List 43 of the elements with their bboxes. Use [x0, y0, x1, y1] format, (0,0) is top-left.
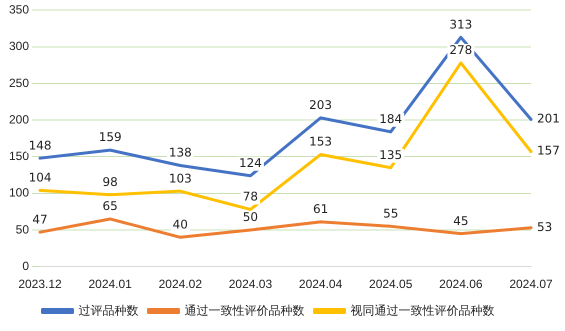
data-label: 313: [449, 17, 472, 32]
data-label: 103: [168, 171, 192, 186]
data-label: 135: [379, 148, 402, 162]
y-tick-label: 250: [8, 76, 30, 90]
data-label: 47: [32, 212, 48, 226]
data-label: 53: [536, 220, 552, 234]
legend-label: 视同通过一致性评价品种数: [350, 303, 494, 318]
y-tick-label: 100: [8, 186, 30, 200]
data-label: 148: [28, 138, 52, 152]
legend-label: 过评品种数: [78, 303, 138, 318]
y-tick-label: 0: [22, 258, 30, 273]
x-tick-label: 2024.05: [369, 277, 413, 292]
y-tick-label: 150: [8, 149, 30, 164]
data-label: 159: [98, 130, 122, 144]
data-label: 98: [102, 174, 118, 189]
x-tick-label: 2024.01: [88, 277, 132, 292]
data-label: 124: [238, 156, 262, 170]
data-label: 201: [537, 111, 560, 126]
x-tick-label: 2024.02: [158, 277, 202, 292]
data-label: 138: [168, 146, 192, 160]
x-tick-label: 2024.06: [439, 277, 483, 292]
data-label: 203: [309, 98, 332, 112]
data-label: 65: [102, 199, 118, 214]
data-label: 278: [449, 43, 472, 58]
x-tick-label: 2024.07: [509, 277, 554, 292]
data-label: 104: [28, 170, 52, 185]
x-tick-label: 2023.12: [18, 277, 62, 292]
data-label: 78: [242, 190, 258, 204]
data-label: 184: [379, 112, 402, 126]
y-tick-label: 300: [8, 39, 30, 54]
y-tick-label: 200: [8, 112, 30, 126]
x-tick-label: 2024.04: [298, 277, 343, 292]
data-label: 45: [453, 214, 468, 228]
x-tick-label: 2024.03: [228, 277, 272, 292]
y-tick-label: 350: [8, 2, 30, 17]
y-tick-label: 50: [16, 222, 30, 236]
data-label: 50: [242, 210, 258, 224]
data-label: 40: [172, 217, 188, 232]
legend-label: 通过一致性评价品种数: [184, 303, 304, 318]
data-label: 153: [309, 134, 332, 149]
data-label: 55: [383, 206, 398, 220]
data-label: 61: [312, 202, 328, 216]
data-label: 157: [537, 144, 560, 158]
